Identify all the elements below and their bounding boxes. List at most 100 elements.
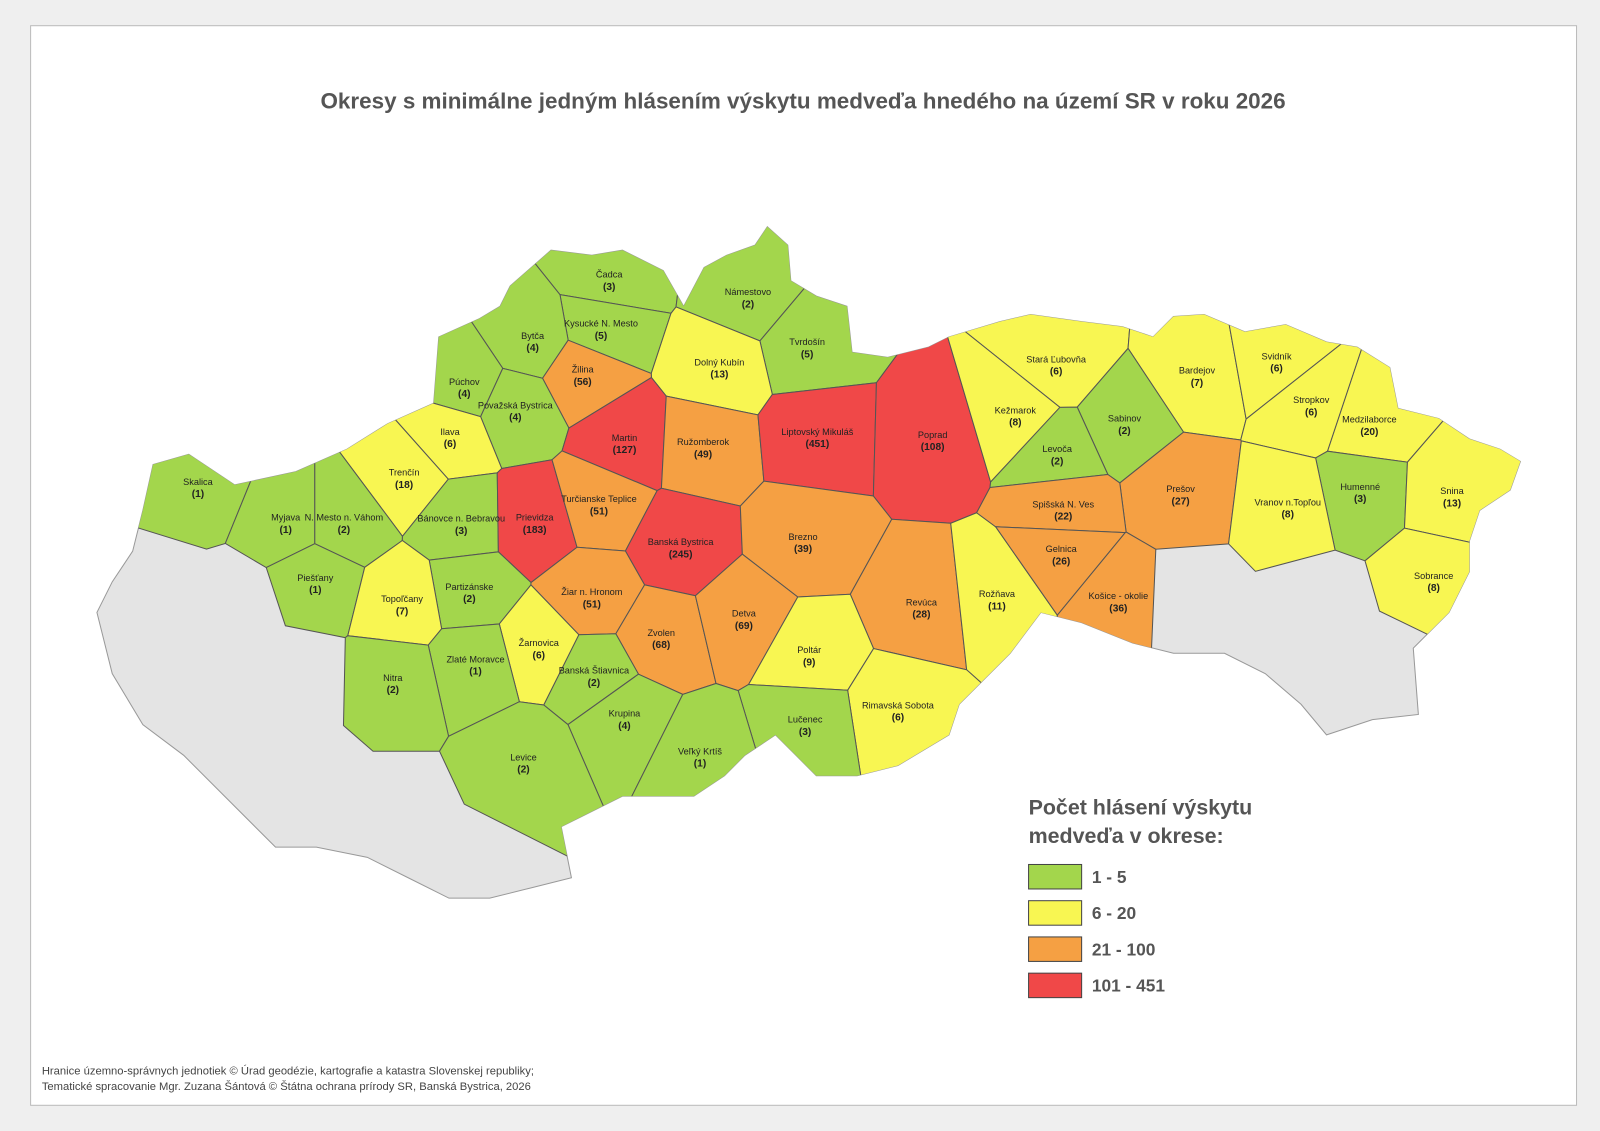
- district-name: Banská Štiavnica: [559, 666, 630, 676]
- district-name: Partizánske: [445, 582, 493, 592]
- district-value: (5): [801, 349, 813, 360]
- district-name: Prešov: [1166, 484, 1195, 494]
- district-name: Revúca: [906, 597, 938, 607]
- district-value: (4): [509, 413, 521, 424]
- district-name: Ilava: [440, 427, 460, 437]
- district-name: Žarnovica: [519, 638, 560, 648]
- district-value: (1): [279, 525, 291, 536]
- district-name: Medzilaborce: [1342, 415, 1397, 425]
- district-name: Stropkov: [1293, 395, 1330, 405]
- district-value: (8): [1282, 510, 1294, 521]
- district-value: (49): [694, 449, 712, 460]
- district-name: Bytča: [521, 331, 545, 341]
- district-value: (6): [533, 650, 545, 661]
- district-name: Žiar n. Hronom: [561, 587, 623, 597]
- district-value: (2): [742, 299, 754, 310]
- district-name: Topoľčany: [381, 594, 423, 604]
- district-value: (26): [1052, 556, 1070, 567]
- district-name: Svidník: [1261, 351, 1291, 361]
- district-value: (3): [455, 526, 467, 537]
- district-name: Bánovce n. Bebravou: [417, 514, 505, 524]
- district-value: (51): [583, 599, 601, 610]
- district-value: (6): [892, 713, 904, 724]
- legend-title: Počet hlásení výskytu: [1029, 795, 1253, 819]
- district-value: (28): [912, 610, 930, 621]
- district-value: (245): [669, 549, 693, 560]
- district-value: (2): [588, 678, 600, 689]
- district-name: Humenné: [1340, 482, 1380, 492]
- district-value: (39): [794, 544, 812, 555]
- legend-label: 101 - 451: [1092, 976, 1166, 996]
- district-value: (7): [396, 606, 408, 617]
- district-name: Vranov n.Topľou: [1254, 497, 1321, 507]
- district-value: (108): [921, 442, 945, 453]
- district-name: Piešťany: [297, 573, 333, 583]
- district-name: Krupina: [609, 709, 642, 719]
- district-name: Trenčín: [389, 468, 420, 478]
- district-name: Snina: [1440, 486, 1464, 496]
- district-value: (13): [1443, 498, 1461, 509]
- district-value: (5): [595, 331, 607, 342]
- district-value: (27): [1172, 496, 1190, 507]
- district-name: Košice - okolie: [1089, 591, 1149, 601]
- district: [660, 395, 765, 507]
- district-value: (2): [387, 685, 399, 696]
- district-name: Skalica: [183, 477, 213, 487]
- district-value: (6): [1305, 408, 1317, 419]
- district-name: Kežmarok: [995, 405, 1037, 415]
- district-value: (127): [613, 445, 637, 456]
- district-name: Sobrance: [1414, 571, 1453, 581]
- district-name: Veľký Krtíš: [678, 746, 722, 756]
- district-value: (2): [517, 765, 529, 776]
- district-value: (2): [1051, 456, 1063, 467]
- district-name: Prievidza: [516, 513, 555, 523]
- district-value: (13): [710, 370, 728, 381]
- district-name: Námestovo: [725, 287, 771, 297]
- district-name: Brezno: [789, 532, 818, 542]
- district-value: (2): [463, 594, 475, 605]
- district-value: (1): [192, 489, 204, 500]
- district-value: (6): [444, 439, 456, 450]
- district-name: Kysucké N. Mesto: [564, 319, 638, 329]
- district-value: (56): [574, 377, 592, 388]
- district-name: Sabinov: [1108, 414, 1142, 424]
- district-name: Púchov: [449, 377, 480, 387]
- district-name: Banská Bystrica: [648, 537, 715, 547]
- legend-swatch: [1028, 936, 1083, 962]
- district-value: (4): [526, 343, 538, 354]
- district-value: (22): [1054, 512, 1072, 523]
- district-name: Rožňava: [979, 589, 1016, 599]
- district-value: (1): [309, 585, 321, 596]
- district-name: Zvolen: [647, 628, 675, 638]
- district-value: (3): [603, 282, 615, 293]
- district-value: (8): [1427, 583, 1439, 594]
- district-value: (51): [590, 506, 608, 517]
- district-value: (1): [694, 759, 706, 770]
- district-value: (3): [1354, 494, 1366, 505]
- legend-swatch: [1028, 972, 1083, 999]
- district-name: Stará Ľubovňa: [1026, 354, 1087, 364]
- legend-swatch: [1028, 863, 1083, 890]
- district-name: Bardejov: [1179, 366, 1216, 376]
- legend-label: 21 - 100: [1092, 939, 1156, 959]
- district-name: Poprad: [918, 430, 948, 440]
- district-value: (4): [458, 389, 470, 400]
- district-value: (6): [1050, 367, 1062, 378]
- district-value: (18): [395, 480, 413, 491]
- district-value: (1): [469, 667, 481, 678]
- district-name: Dolný Kubín: [694, 358, 744, 368]
- legend-title: medveďa v okrese:: [1029, 824, 1224, 848]
- district-name: Turčianske Teplice: [561, 494, 636, 504]
- district-name: Levice: [510, 752, 537, 762]
- district-value: (68): [652, 640, 670, 651]
- district-name: Zlaté Moravce: [446, 654, 504, 664]
- district-name: Rimavská Sobota: [862, 700, 935, 710]
- district: [1228, 440, 1336, 572]
- district-value: (4): [618, 721, 630, 732]
- district-name: Martin: [612, 433, 637, 443]
- district-value: (69): [735, 621, 753, 632]
- district-value: (451): [805, 439, 829, 450]
- footer-line: Hranice územno-správnych jednotiek © Úra…: [42, 1065, 534, 1078]
